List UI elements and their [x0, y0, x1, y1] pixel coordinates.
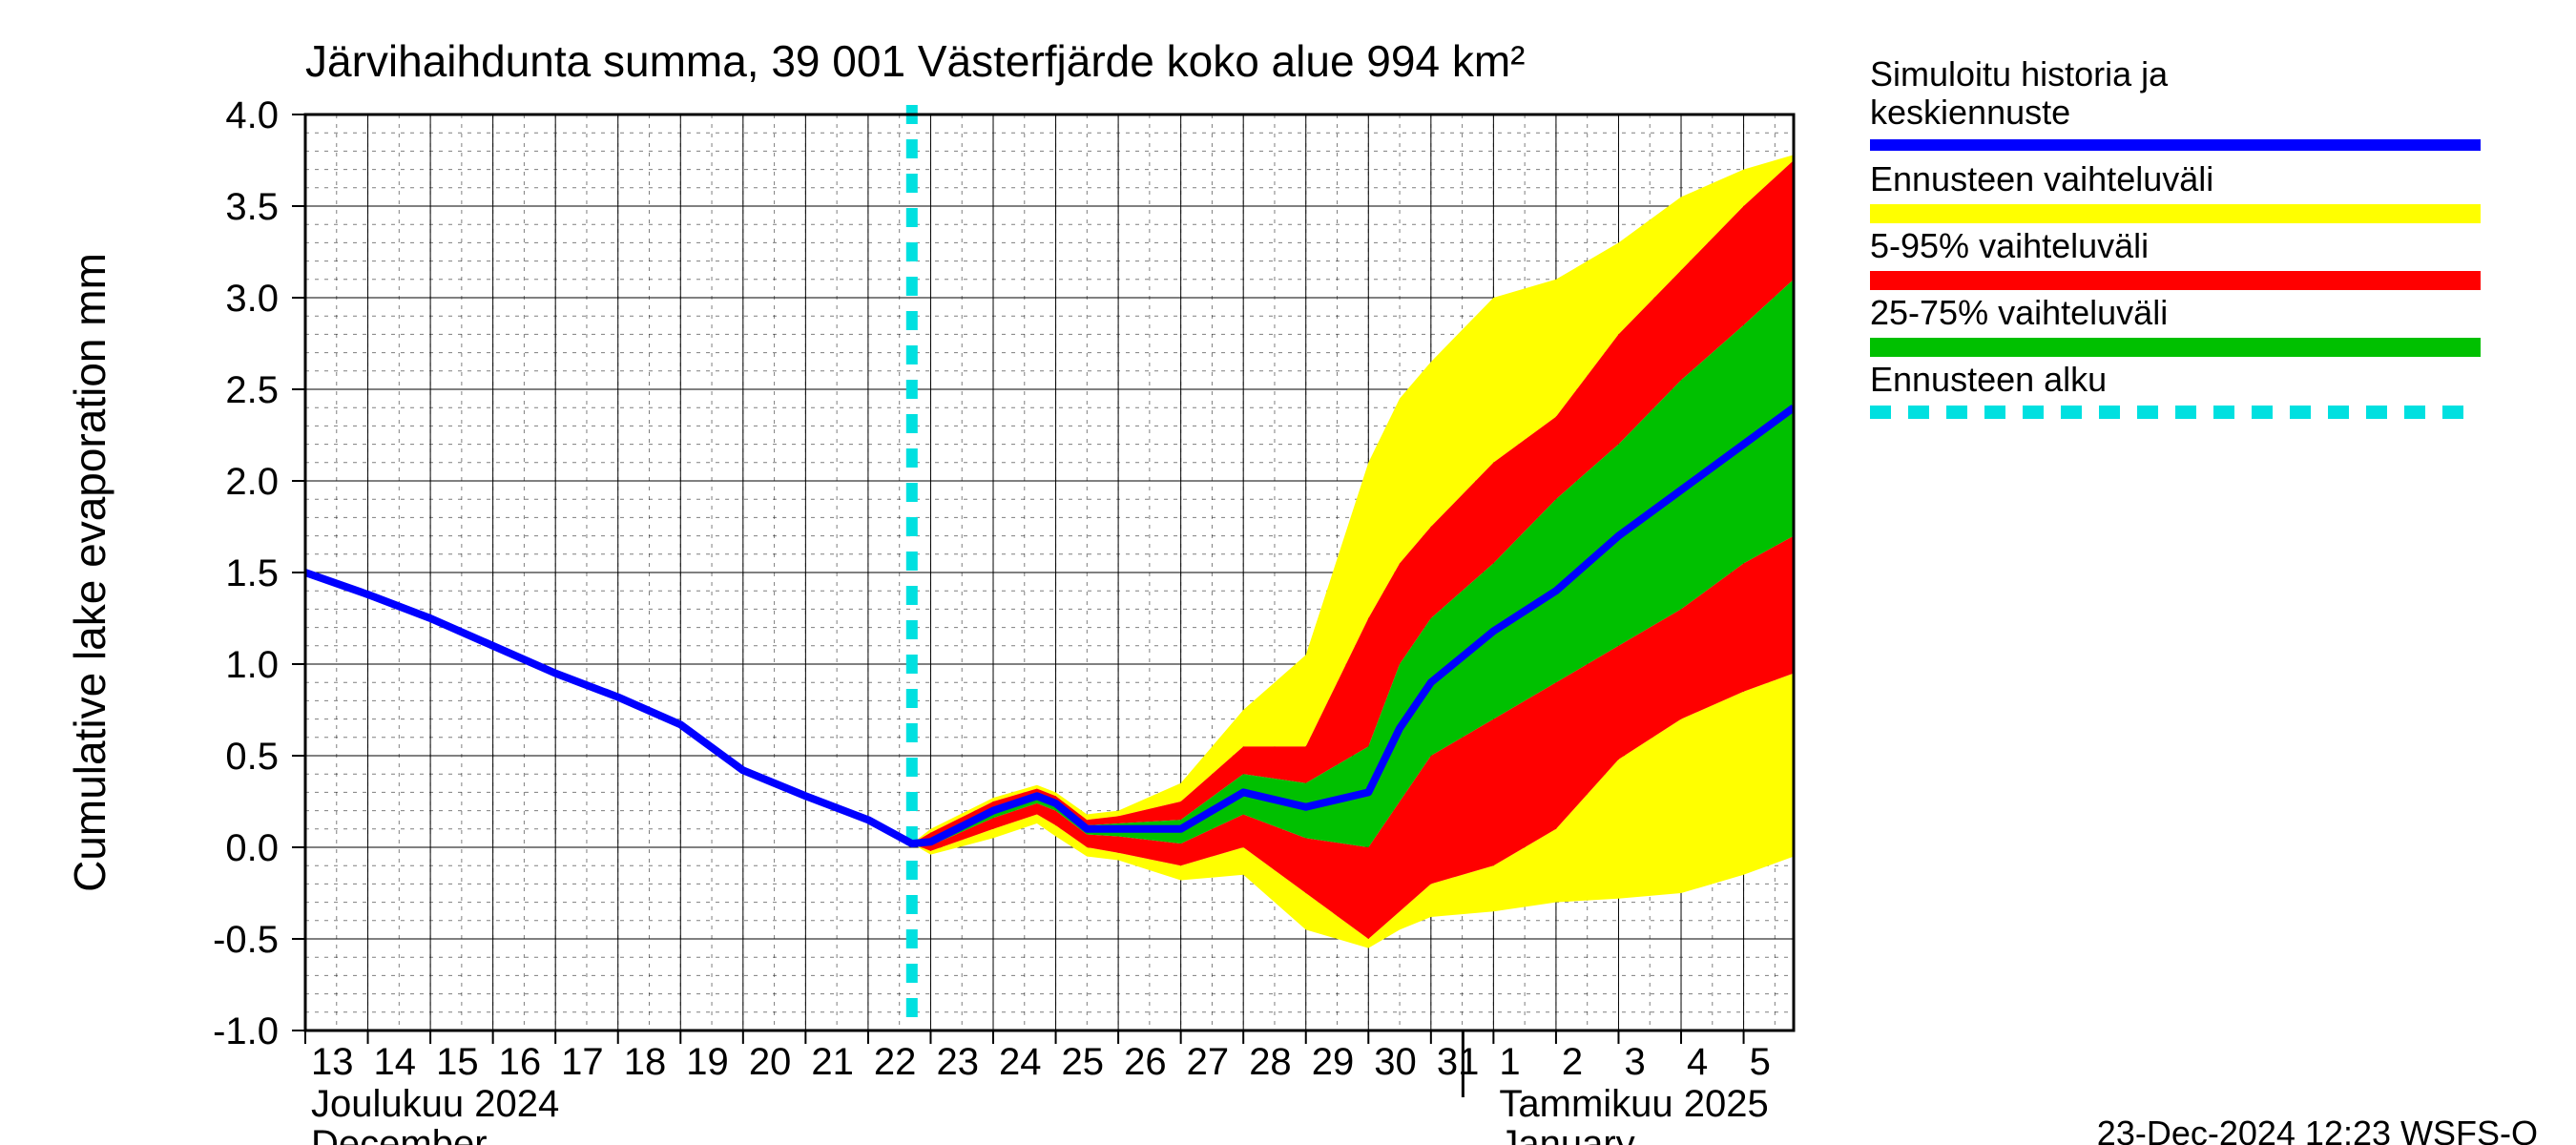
x-tick-label: 3 [1624, 1041, 1645, 1083]
x-tick-label: 29 [1312, 1041, 1355, 1083]
y-tick-label: 2.0 [225, 461, 279, 503]
chart-title: Järvihaihdunta summa, 39 001 Västerfjärd… [305, 36, 1525, 86]
legend-label: keskiennuste [1870, 93, 2070, 132]
x-tick-label: 30 [1374, 1041, 1417, 1083]
x-tick-label: 28 [1249, 1041, 1292, 1083]
x-tick-label: 14 [374, 1041, 417, 1083]
x-tick-label: 24 [999, 1041, 1042, 1083]
legend-swatch-block [1870, 271, 2481, 290]
x-tick-label: 27 [1187, 1041, 1230, 1083]
legend-label: Ennusteen vaihteluväli [1870, 159, 2213, 198]
legend-swatch-block [1870, 204, 2481, 223]
footer-timestamp: 23-Dec-2024 12:23 WSFS-O [2097, 1114, 2538, 1145]
month-label-2a: Tammikuu 2025 [1499, 1083, 1768, 1125]
y-tick-label: 1.5 [225, 552, 279, 594]
legend-label: 25-75% vaihteluväli [1870, 293, 2168, 332]
x-tick-label: 21 [811, 1041, 854, 1083]
x-tick-label: 4 [1687, 1041, 1708, 1083]
y-tick-label: 0.0 [225, 827, 279, 869]
y-tick-label: 0.5 [225, 736, 279, 778]
x-tick-label: 16 [499, 1041, 542, 1083]
y-tick-label: 1.0 [225, 644, 279, 686]
y-tick-label: -1.0 [213, 1010, 279, 1052]
x-tick-label: 25 [1062, 1041, 1105, 1083]
month-label-1b: December [311, 1123, 488, 1145]
x-tick-label: 23 [936, 1041, 979, 1083]
x-tick-label: 18 [624, 1041, 667, 1083]
month-label-2b: January [1499, 1123, 1634, 1145]
x-tick-label: 19 [686, 1041, 729, 1083]
x-tick-label: 13 [311, 1041, 354, 1083]
x-tick-label: 20 [749, 1041, 792, 1083]
x-tick-label: 5 [1750, 1041, 1771, 1083]
x-tick-label: 17 [561, 1041, 604, 1083]
legend-label: Ennusteen alku [1870, 360, 2107, 399]
legend-swatch-block [1870, 338, 2481, 357]
x-tick-label: 2 [1562, 1041, 1583, 1083]
month-label-1a: Joulukuu 2024 [311, 1083, 559, 1125]
x-tick-label: 22 [874, 1041, 917, 1083]
y-tick-label: 3.5 [225, 186, 279, 228]
y-tick-label: 3.0 [225, 278, 279, 320]
x-tick-label: 31 [1437, 1041, 1480, 1083]
y-tick-label: 4.0 [225, 94, 279, 136]
chart-svg: -1.0-0.50.00.51.01.52.02.53.03.54.013141… [0, 0, 2576, 1145]
y-tick-label: -0.5 [213, 919, 279, 961]
legend-label: Simuloitu historia ja [1870, 54, 2169, 94]
y-tick-label: 2.5 [225, 369, 279, 411]
x-tick-label: 1 [1499, 1041, 1520, 1083]
x-tick-label: 15 [436, 1041, 479, 1083]
legend-label: 5-95% vaihteluväli [1870, 226, 2149, 265]
y-axis-label: Cumulative lake evaporation mm [65, 253, 114, 892]
x-tick-label: 26 [1124, 1041, 1167, 1083]
chart-container: -1.0-0.50.00.51.01.52.02.53.03.54.013141… [0, 0, 2576, 1145]
